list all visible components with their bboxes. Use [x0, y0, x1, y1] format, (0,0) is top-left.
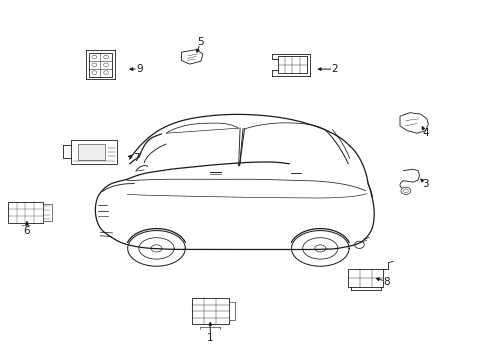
Text: 2: 2	[331, 64, 338, 74]
FancyBboxPatch shape	[88, 53, 112, 77]
Text: 5: 5	[197, 37, 203, 48]
Text: 9: 9	[136, 64, 142, 74]
FancyBboxPatch shape	[78, 144, 105, 160]
FancyBboxPatch shape	[43, 204, 52, 221]
FancyBboxPatch shape	[278, 56, 306, 73]
FancyBboxPatch shape	[8, 202, 43, 223]
FancyBboxPatch shape	[191, 298, 228, 324]
FancyBboxPatch shape	[71, 140, 117, 164]
FancyBboxPatch shape	[347, 269, 383, 287]
Text: 8: 8	[382, 276, 389, 287]
Text: 4: 4	[421, 128, 428, 138]
Text: 7: 7	[132, 153, 139, 163]
FancyBboxPatch shape	[228, 302, 235, 320]
Text: 3: 3	[421, 179, 428, 189]
Text: 1: 1	[206, 333, 213, 343]
Text: 6: 6	[23, 226, 30, 236]
